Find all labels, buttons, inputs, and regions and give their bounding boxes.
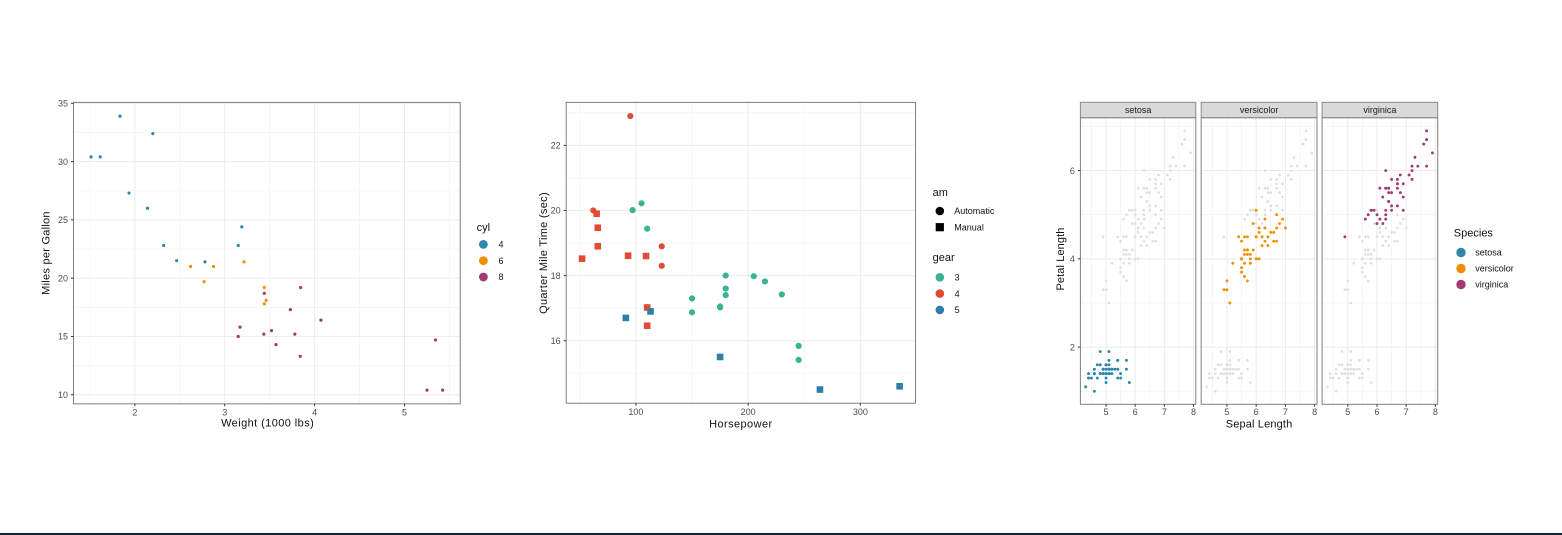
svg-text:versicolor: versicolor <box>1240 105 1279 115</box>
svg-text:7: 7 <box>1404 407 1409 417</box>
svg-text:Miles per Gallon: Miles per Gallon <box>41 211 53 295</box>
svg-text:100: 100 <box>628 407 643 417</box>
svg-text:virginica: virginica <box>1363 105 1396 115</box>
svg-text:am: am <box>933 187 948 199</box>
svg-text:5: 5 <box>1224 407 1229 417</box>
svg-text:cyl: cyl <box>477 222 490 234</box>
svg-text:4: 4 <box>312 407 317 417</box>
svg-text:20: 20 <box>551 206 561 216</box>
svg-text:7: 7 <box>1283 407 1288 417</box>
svg-text:5: 5 <box>1345 407 1350 417</box>
svg-text:25: 25 <box>58 215 68 225</box>
svg-text:5: 5 <box>1104 407 1109 417</box>
svg-text:2: 2 <box>132 407 137 417</box>
svg-text:4: 4 <box>955 289 960 299</box>
svg-text:8: 8 <box>1191 407 1196 417</box>
svg-text:10: 10 <box>58 390 68 400</box>
svg-text:22: 22 <box>551 141 561 151</box>
svg-text:18: 18 <box>551 271 561 281</box>
svg-text:8: 8 <box>1312 407 1317 417</box>
svg-text:Petal Length: Petal Length <box>1055 228 1067 291</box>
svg-text:30: 30 <box>58 157 68 167</box>
svg-text:Weight (1000 lbs): Weight (1000 lbs) <box>221 417 314 429</box>
svg-text:200: 200 <box>741 407 756 417</box>
svg-text:3: 3 <box>955 273 960 283</box>
svg-text:3: 3 <box>222 407 227 417</box>
svg-text:35: 35 <box>58 98 68 108</box>
svg-text:virginica: virginica <box>1475 280 1508 290</box>
svg-text:Quarter Mile Time (sec): Quarter Mile Time (sec) <box>538 192 550 314</box>
svg-text:15: 15 <box>58 332 68 342</box>
svg-text:setosa: setosa <box>1475 248 1502 258</box>
svg-text:20: 20 <box>58 273 68 283</box>
svg-text:Horsepower: Horsepower <box>709 418 773 430</box>
svg-text:2: 2 <box>1070 342 1075 352</box>
svg-text:Species: Species <box>1454 227 1494 239</box>
svg-text:versicolor: versicolor <box>1475 264 1514 274</box>
svg-text:5: 5 <box>955 305 960 315</box>
svg-text:8: 8 <box>499 272 504 282</box>
svg-text:6: 6 <box>1374 407 1379 417</box>
svg-text:setosa: setosa <box>1125 105 1152 115</box>
svg-text:gear: gear <box>933 252 955 264</box>
svg-text:4: 4 <box>499 240 504 250</box>
svg-text:8: 8 <box>1433 407 1438 417</box>
svg-text:16: 16 <box>551 336 561 346</box>
svg-text:Automatic: Automatic <box>954 206 995 216</box>
svg-text:Manual: Manual <box>954 222 984 232</box>
svg-text:4: 4 <box>1070 254 1075 264</box>
svg-text:6: 6 <box>1133 407 1138 417</box>
svg-text:300: 300 <box>853 407 868 417</box>
svg-text:6: 6 <box>1254 407 1259 417</box>
svg-text:6: 6 <box>1070 166 1075 176</box>
svg-text:Sepal Length: Sepal Length <box>1226 418 1293 430</box>
svg-text:5: 5 <box>402 407 407 417</box>
svg-text:6: 6 <box>499 256 504 266</box>
svg-text:7: 7 <box>1162 407 1167 417</box>
